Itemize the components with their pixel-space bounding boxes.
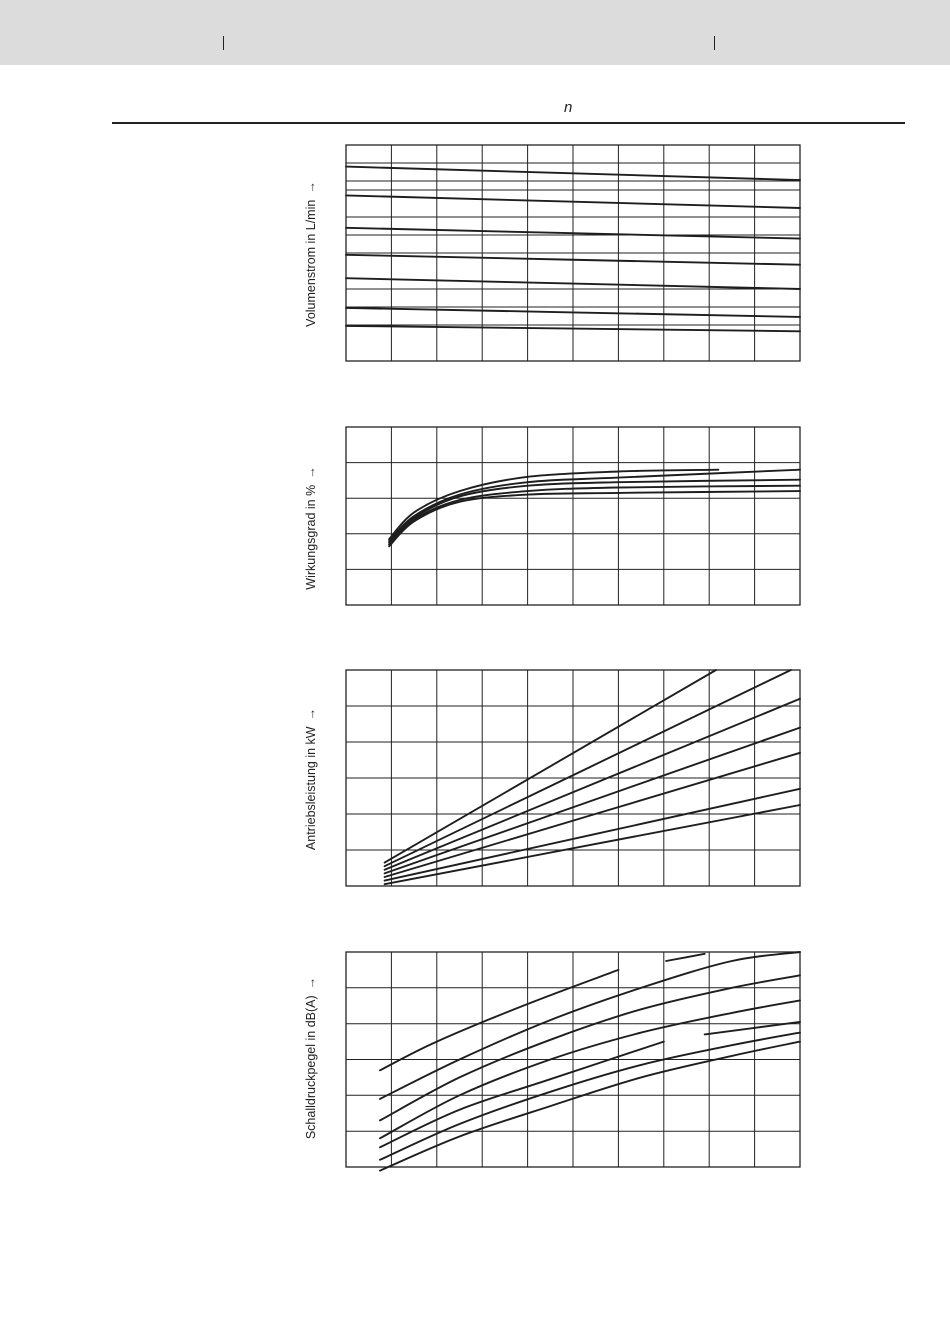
speed-variable-label: n bbox=[564, 99, 573, 116]
drive-power-chart bbox=[345, 669, 801, 887]
series-line bbox=[383, 787, 801, 882]
flow-rate-axis-label: Volumenstrom in L/min → bbox=[304, 181, 318, 327]
series-line bbox=[379, 1040, 801, 1172]
axis-arrow-icon: → bbox=[304, 181, 318, 194]
series-line bbox=[388, 478, 801, 544]
sound-pressure-chart bbox=[345, 951, 801, 1172]
plot-frame bbox=[345, 951, 801, 1168]
series-line bbox=[388, 490, 801, 548]
series-line bbox=[383, 669, 792, 868]
efficiency-axis-label: Wirkungsgrad in % → bbox=[304, 466, 318, 589]
drive-power-axis-label: Antriebsleistung in kW → bbox=[304, 708, 318, 850]
top-header-band bbox=[0, 0, 950, 65]
efficiency-axis-text: Wirkungsgrad in % bbox=[304, 484, 318, 590]
flow-rate-axis-text: Volumenstrom in L/min bbox=[304, 199, 318, 327]
series-line bbox=[345, 324, 801, 333]
horizontal-rule bbox=[112, 122, 905, 124]
series-line bbox=[383, 697, 801, 871]
series-line bbox=[345, 277, 801, 290]
series-line bbox=[379, 1040, 665, 1149]
sound-pressure-axis-text: Schalldruckpegel in dB(A) bbox=[304, 995, 318, 1140]
drive-power-axis-text: Antriebsleistung in kW bbox=[304, 726, 318, 851]
series-line bbox=[345, 253, 801, 266]
plot-frame bbox=[345, 669, 801, 887]
series-line bbox=[703, 1020, 801, 1036]
axis-arrow-icon: → bbox=[304, 466, 318, 479]
series-line bbox=[383, 669, 717, 864]
series-line bbox=[379, 999, 801, 1140]
series-line bbox=[388, 484, 801, 546]
efficiency-chart bbox=[345, 426, 801, 606]
series-line bbox=[383, 726, 801, 875]
series-line bbox=[383, 751, 801, 878]
series-line bbox=[388, 468, 801, 542]
header-divider-mark bbox=[714, 36, 715, 50]
header-divider-mark bbox=[223, 36, 224, 50]
sound-pressure-axis-label: Schalldruckpegel in dB(A) → bbox=[304, 977, 318, 1139]
plot-frame bbox=[345, 144, 801, 362]
series-line bbox=[383, 804, 801, 886]
series-line bbox=[665, 952, 706, 962]
series-line bbox=[379, 951, 801, 1100]
series-line bbox=[345, 226, 801, 240]
axis-arrow-icon: → bbox=[304, 976, 318, 990]
plot-frame bbox=[345, 426, 801, 606]
series-line bbox=[345, 194, 801, 209]
series-line bbox=[345, 165, 801, 182]
series-line bbox=[379, 968, 620, 1072]
axis-arrow-icon: → bbox=[304, 707, 318, 721]
series-line bbox=[379, 974, 801, 1122]
series-line bbox=[388, 468, 720, 541]
flow-rate-chart bbox=[345, 144, 801, 362]
series-line bbox=[379, 1031, 801, 1161]
series-line bbox=[345, 306, 801, 318]
